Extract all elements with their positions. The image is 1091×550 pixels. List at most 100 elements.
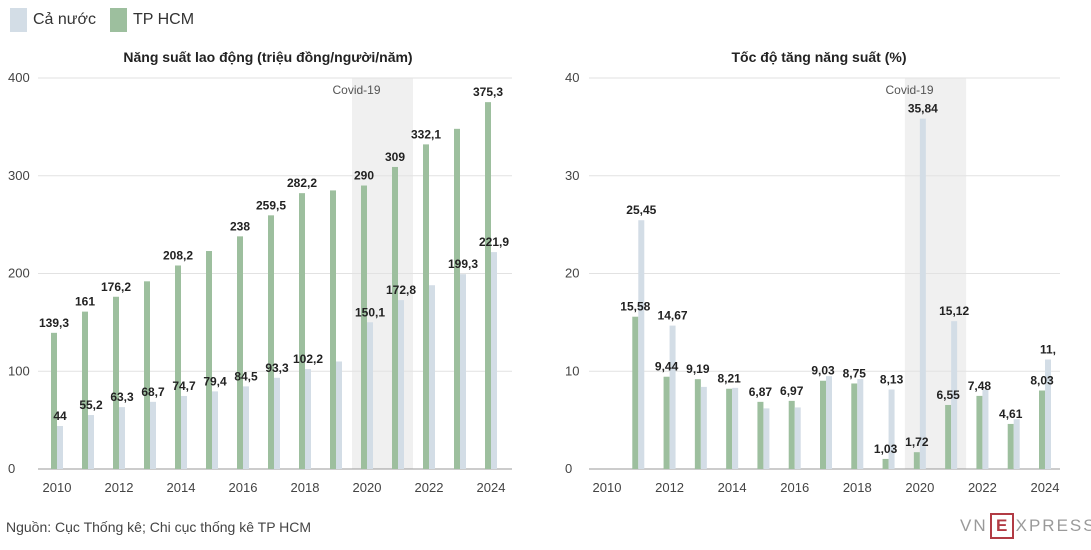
- bar-hcm: [882, 458, 889, 469]
- bar-hcm: [726, 388, 733, 469]
- data-label-hcm: 9,19: [686, 362, 710, 376]
- bar-national: [367, 322, 373, 469]
- x-tick-label: 2024: [477, 480, 506, 495]
- legend-item-hcm[interactable]: TP HCM: [110, 8, 194, 32]
- data-label-national: 25,45: [626, 203, 656, 217]
- data-label-national: 8,13: [880, 373, 904, 387]
- y-tick-label: 400: [8, 70, 30, 85]
- y-tick-label: 10: [565, 363, 579, 378]
- bar-hcm: [1007, 423, 1014, 469]
- logo-text-pre: VN: [960, 516, 988, 535]
- data-label-hcm: 309: [385, 150, 405, 164]
- bar-hcm: [976, 395, 983, 469]
- data-label-hcm: 6,55: [936, 388, 960, 402]
- bar-national: [119, 407, 125, 469]
- bar-hcm: [82, 311, 88, 469]
- bar-national: [243, 386, 249, 469]
- data-label-national: 172,8: [386, 283, 416, 297]
- covid-label: Covid-19: [885, 83, 933, 97]
- bar-national: [491, 252, 497, 469]
- data-label-national: 102,2: [293, 352, 323, 366]
- bar-national: [1045, 359, 1051, 469]
- legend-swatch-hcm: [110, 8, 127, 32]
- productivity-growth-chart: Tốc độ tăng năng suất (%) Covid-19 0 10 20 30…: [545, 40, 1085, 510]
- bar-hcm: [913, 452, 920, 469]
- data-label-national: 14,67: [658, 309, 688, 323]
- data-label-hcm: 208,2: [163, 248, 193, 262]
- data-label-hcm: 8,75: [843, 366, 867, 380]
- data-label-hcm: 8,03: [1030, 374, 1054, 388]
- x-tick-label: 2014: [167, 480, 196, 495]
- bar-national: [951, 321, 958, 469]
- bar-hcm: [113, 296, 119, 469]
- bar-national: [150, 401, 156, 469]
- bar-hcm: [423, 144, 429, 469]
- bar-hcm: [206, 251, 212, 469]
- y-tick-label: 20: [565, 266, 579, 281]
- bar-national: [88, 415, 94, 469]
- x-tick-label: 2014: [718, 480, 747, 495]
- data-label-hcm: 9,03: [811, 364, 835, 378]
- bar-hcm: [945, 404, 952, 469]
- bar-hcm: [51, 332, 57, 469]
- bar-national: [794, 407, 801, 469]
- bar-national: [763, 408, 770, 469]
- bar-national: [429, 285, 435, 469]
- bar-national: [732, 387, 739, 469]
- bar-hcm: [237, 236, 243, 469]
- covid-label: Covid-19: [332, 83, 380, 97]
- legend-item-national[interactable]: Cả nước: [10, 8, 96, 32]
- bar-national: [398, 300, 404, 469]
- bar-hcm: [268, 215, 274, 469]
- data-label-national: 44: [53, 409, 67, 423]
- logo-box: E: [989, 513, 1014, 539]
- data-label-hcm: 1,72: [905, 435, 929, 449]
- data-label-hcm: 290: [354, 169, 374, 183]
- vnexpress-logo[interactable]: VN E XPRESS: [960, 513, 1091, 539]
- bar-hcm: [144, 281, 150, 469]
- chart-svg: Năng suất lao động (triệu đồng/người/năm…: [8, 49, 512, 495]
- data-label-national: 55,2: [79, 398, 103, 412]
- data-label-hcm: 282,2: [287, 176, 317, 190]
- bar-hcm: [330, 190, 336, 469]
- y-tick-label: 200: [8, 266, 30, 281]
- data-label-national: 199,3: [448, 257, 478, 271]
- x-tick-label: 2018: [843, 480, 872, 495]
- x-tick-label: 2010: [43, 480, 72, 495]
- logo-text-post: XPRESS: [1015, 516, 1091, 535]
- bar-national: [888, 389, 895, 469]
- chart-title: Năng suất lao động (triệu đồng/người/năm…: [123, 49, 412, 65]
- bar-hcm: [757, 401, 764, 469]
- data-label-hcm: 9,44: [655, 360, 679, 374]
- data-label-national: 150,1: [355, 305, 385, 319]
- data-label-national: 15,12: [939, 304, 969, 318]
- data-label-hcm: 8,21: [717, 372, 741, 386]
- x-tick-label: 2020: [905, 480, 934, 495]
- bar-hcm: [485, 102, 491, 469]
- bar-national: [305, 369, 311, 469]
- bar-national: [669, 325, 676, 469]
- y-tick-label: 30: [565, 168, 579, 183]
- bar-national: [919, 118, 926, 469]
- legend-label-national: Cả nước: [33, 11, 96, 28]
- data-label-national: 74,7: [172, 379, 196, 393]
- data-label-national: 79,4: [203, 374, 227, 388]
- y-tick-label: 40: [565, 70, 579, 85]
- productivity-chart: Năng suất lao động (triệu đồng/người/năm…: [0, 40, 540, 510]
- data-label-hcm: 375,3: [473, 85, 503, 99]
- data-label-national: 63,3: [110, 390, 134, 404]
- legend: Cả nước TP HCM: [10, 8, 208, 32]
- bar-hcm: [361, 185, 367, 469]
- x-tick-label: 2024: [1031, 480, 1060, 495]
- data-label-hcm: 139,3: [39, 316, 69, 330]
- chart-svg: Tốc độ tăng năng suất (%) Covid-19 0 10 20 30…: [565, 49, 1060, 495]
- y-tick-label: 0: [565, 461, 572, 476]
- legend-swatch-national: [10, 8, 27, 32]
- bar-national: [181, 395, 187, 469]
- bar-hcm: [392, 166, 398, 469]
- x-tick-label: 2022: [968, 480, 997, 495]
- data-label-national: 11,: [1040, 343, 1056, 357]
- bar-national: [274, 377, 280, 469]
- bar-national: [700, 386, 707, 469]
- data-label-national: 84,5: [234, 369, 258, 383]
